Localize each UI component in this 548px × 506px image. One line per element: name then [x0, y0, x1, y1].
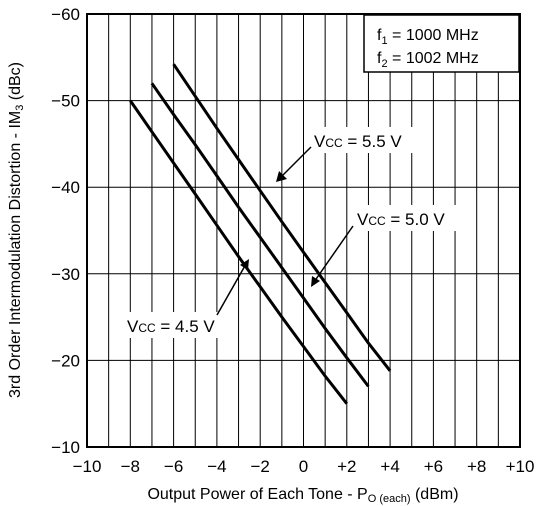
- y-tick-label: −10: [51, 438, 80, 457]
- x-axis-title: Output Power of Each Tone - PO (each) (d…: [147, 486, 458, 505]
- legend-f1: f1 = 1000 MHz: [377, 27, 479, 47]
- x-tick-label: +4: [380, 457, 399, 476]
- x-tick-label: −8: [121, 457, 140, 476]
- x-tick-labels: −10 −8 −6 −4 −2 0 +2 +4 +6 +8 +10: [73, 457, 535, 476]
- curve-label-vcc-5-0: VCC = 5.0 V: [355, 205, 460, 231]
- x-tick-label: −10: [73, 457, 102, 476]
- legend-f2: f2 = 1002 MHz: [377, 50, 479, 70]
- y-tick-label: −20: [51, 351, 80, 370]
- arrow-vcc-4-5: [216, 263, 247, 316]
- arrowhead-vcc-4-5: [240, 259, 249, 270]
- y-axis-title: 3rd Order Intermodulation Distortion - I…: [7, 62, 26, 398]
- svg-text:VCC = 5.5 V: VCC = 5.5 V: [314, 132, 402, 151]
- y-tick-label: −50: [51, 92, 80, 111]
- legend: f1 = 1000 MHz f2 = 1002 MHz: [363, 14, 520, 73]
- x-tick-label: +6: [424, 457, 443, 476]
- arrow-vcc-5-0: [313, 225, 354, 283]
- y-tick-labels: −60 −50 −40 −30 −20 −10: [51, 5, 80, 457]
- x-tick-label: 0: [299, 457, 308, 476]
- plot-frame: [86, 13, 521, 448]
- svg-text:VCC = 5.0 V: VCC = 5.0 V: [357, 210, 445, 229]
- x-tick-label: +10: [506, 457, 535, 476]
- x-tick-label: −2: [251, 457, 270, 476]
- series-line-2: [172, 63, 392, 372]
- legend-box: [363, 14, 520, 73]
- y-tick-label: −30: [51, 265, 80, 284]
- svg-text:VCC = 4.5 V: VCC = 4.5 V: [127, 317, 215, 336]
- y-tick-label: −60: [51, 5, 80, 24]
- arrow-vcc-5-5: [279, 146, 312, 179]
- series-line-1: [150, 82, 370, 388]
- x-tick-label: +8: [467, 457, 486, 476]
- arrowhead-vcc-5-0: [311, 276, 320, 287]
- x-tick-label: −4: [207, 457, 226, 476]
- curves: [129, 63, 392, 405]
- x-tick-label: +2: [337, 457, 356, 476]
- y-tick-label: −40: [51, 178, 80, 197]
- arrowhead-vcc-5-5: [276, 171, 287, 182]
- series-line-0: [129, 99, 348, 405]
- curve-label-vcc-5-5: VCC = 5.5 V: [312, 127, 416, 153]
- x-tick-label: −6: [164, 457, 183, 476]
- curve-label-vcc-4-5: VCC = 4.5 V: [125, 312, 231, 338]
